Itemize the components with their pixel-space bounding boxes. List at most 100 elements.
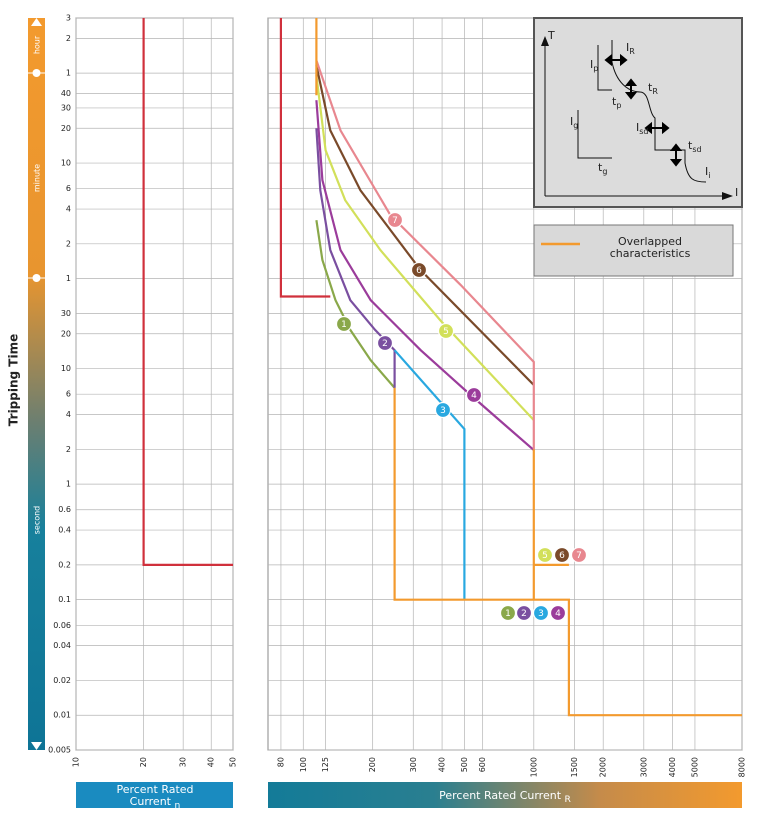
x-tick-label: 5000 [690, 757, 699, 777]
curve-badge [376, 334, 394, 352]
x-title-box [268, 782, 742, 808]
curve-badge-label: 6 [416, 266, 422, 276]
inset-label: Ip [590, 58, 598, 73]
x-tick-label: 4000 [668, 757, 677, 777]
x-tick-label: 500 [460, 757, 469, 772]
x-tick-label: 1500 [570, 757, 579, 777]
curve-badge [410, 261, 428, 279]
x-tick-label: 10 [72, 757, 81, 767]
x-tick-label: 600 [478, 757, 487, 772]
inset [533, 17, 743, 208]
inset-label-sub: sd [639, 127, 648, 136]
y-tick-label: 30 [61, 103, 71, 112]
series-line [315, 65, 535, 386]
curve-badge-label: 4 [555, 609, 561, 619]
y-tick-label: 0.6 [58, 505, 71, 514]
x-tick-label: 8000 [738, 757, 747, 777]
y-tick-label: 2 [66, 34, 71, 43]
x-axis-title-sub: n [174, 800, 181, 812]
series-line [315, 220, 396, 389]
y-tick-label: 0.04 [53, 641, 71, 650]
inset-label-main: I [636, 121, 639, 134]
y-tick-label: 6 [66, 184, 71, 193]
x-axis-title: Percent Rated Current n [110, 784, 200, 812]
curve-badge [536, 546, 554, 564]
band-label: hour [33, 35, 42, 54]
time-bar [28, 18, 45, 750]
y-tick-label: 0.1 [58, 595, 71, 604]
curve-badge [515, 604, 533, 622]
x-tick-label: 3000 [639, 757, 648, 777]
y-tick-label: 2 [66, 445, 71, 454]
curve-badge [335, 315, 353, 333]
inset-label-main: I [705, 165, 708, 178]
series-line [315, 18, 742, 717]
series-line [315, 75, 535, 421]
curve-badge [434, 401, 452, 419]
x-tick-label: 125 [321, 757, 330, 772]
inset-label: tp [612, 95, 621, 110]
inset-label-main: t [598, 161, 603, 174]
legend-label: Overlapped characteristics [609, 235, 691, 260]
inset-label-sub: sd [692, 145, 701, 154]
curve-badge [465, 386, 483, 404]
y-tick-label: 1 [66, 480, 71, 489]
x-tick-label: 100 [299, 757, 308, 772]
y-tick-label: 10 [61, 364, 71, 373]
inset-label: I [735, 186, 738, 199]
curve-badge-label: 7 [392, 216, 398, 226]
x-title-box [76, 782, 233, 808]
inset-label-sub: p [593, 64, 598, 73]
inset-label-main: I [590, 58, 593, 71]
y-tick-label: 0.02 [53, 676, 71, 685]
x-tick-label: 40 [207, 757, 216, 767]
curve-badge-label: 2 [521, 609, 527, 619]
curve-badge [570, 546, 588, 564]
curve-badge-label: 6 [559, 551, 565, 561]
inset-label: tsd [688, 139, 702, 154]
plot-area [75, 17, 234, 751]
x-tick-label: 400 [438, 757, 447, 772]
y-tick-label: 0.4 [58, 526, 71, 535]
band-label: second [33, 506, 42, 535]
curve-badge-label: 7 [576, 551, 582, 561]
y-tick-label: 3 [66, 14, 71, 23]
x-tick-label: 200 [368, 757, 377, 772]
inset-label-sub: R [629, 47, 635, 56]
curve-badge-label: 1 [341, 320, 347, 330]
x-tick-label: 20 [139, 757, 148, 767]
y-tick-label: 0.06 [53, 621, 71, 630]
y-tick-label: 0.2 [58, 560, 71, 569]
inset-label: Ig [570, 115, 578, 130]
y-tick-label: 4 [66, 410, 71, 419]
inset-label-sub: g [573, 121, 578, 130]
inset-label-sub: g [602, 167, 607, 176]
x-tick-label: 300 [409, 757, 418, 772]
curve-badge-label: 4 [471, 391, 477, 401]
series-line [142, 18, 233, 566]
curve-badge-label: 3 [440, 406, 446, 416]
y-tick-label: 0.01 [53, 711, 71, 720]
x-axis-title-text: Percent Rated Current [439, 789, 562, 802]
curve-badge-label: 3 [538, 609, 544, 619]
x-axis-title: Percent Rated Current R [268, 790, 742, 806]
inset-label-main: I [570, 115, 573, 128]
x-tick-label: 50 [229, 757, 238, 767]
y-tick-label: 20 [61, 124, 71, 133]
curve-badge [386, 211, 404, 229]
curve-badge-label: 2 [382, 339, 388, 349]
inset-label-sub: p [616, 101, 621, 110]
y-tick-label: 40 [61, 89, 71, 98]
inset-label: Ii [705, 165, 710, 180]
band-label: minute [33, 164, 42, 192]
inset-label-main: I [735, 186, 738, 199]
curve-badge [553, 546, 571, 564]
x-tick-label: 2000 [599, 757, 608, 777]
y-tick-label: 1 [66, 69, 71, 78]
curve-badge [437, 322, 455, 340]
y-tick-label: 2 [66, 239, 71, 248]
inset-label-main: t [648, 81, 653, 94]
inset-label-sub: i [708, 171, 710, 180]
inset-label: tR [648, 81, 658, 96]
inset-box [533, 17, 743, 208]
